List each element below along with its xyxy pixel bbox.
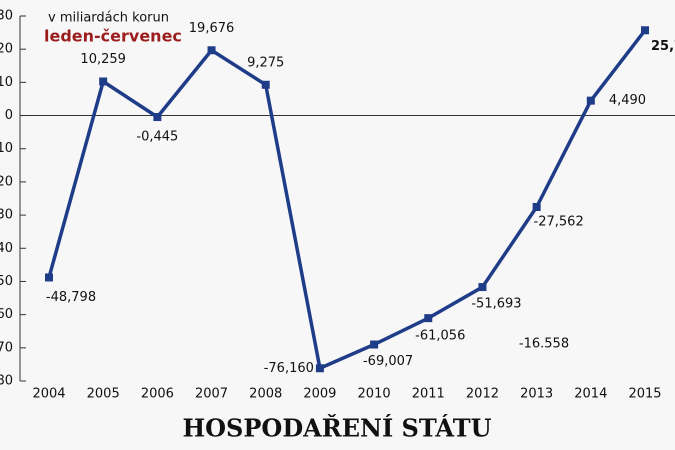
data-label: 10,259	[80, 52, 126, 67]
x-tick-label: 2015	[628, 387, 661, 402]
data-point	[261, 80, 270, 89]
data-point	[315, 364, 324, 373]
x-tick-label: 2009	[303, 387, 336, 402]
chart-title: HOSPODAŘENÍ STÁTU	[182, 414, 491, 443]
data-point	[424, 314, 433, 323]
x-tick-label: 2006	[141, 387, 174, 402]
data-point	[45, 273, 53, 282]
x-tick-label: 2005	[87, 387, 120, 402]
annotation: -16.558	[519, 337, 569, 352]
y-tick-label: 10	[0, 75, 13, 90]
data-label: -61,056	[415, 329, 465, 344]
data-label: 25,7	[651, 39, 675, 54]
y-tick-label: 20	[0, 42, 13, 57]
y-tick-label: -70	[0, 340, 13, 355]
period-label: leden-červenec	[44, 27, 182, 46]
data-label: -76,160	[264, 361, 314, 376]
x-tick-label: 2004	[32, 387, 65, 402]
series-line	[47, 29, 647, 371]
data-point	[153, 113, 162, 122]
x-tick-label: 2011	[412, 387, 445, 402]
y-tick-label: -60	[0, 307, 13, 322]
data-label: 9,275	[247, 55, 284, 70]
data-point	[641, 26, 649, 35]
data-label: 19,676	[189, 21, 235, 36]
y-tick-label: 0	[5, 108, 13, 123]
y-tick-label: 30	[0, 9, 13, 24]
data-point	[370, 340, 379, 349]
data-label: -48,798	[46, 290, 96, 305]
x-tick-label: 2007	[195, 387, 228, 402]
chart-subtitle: v miliardách korun	[48, 11, 169, 26]
x-tick-label: 2010	[358, 387, 391, 402]
y-tick-label: -50	[0, 274, 13, 289]
data-label: -0,445	[136, 130, 178, 145]
data-point	[99, 77, 108, 86]
x-tick-label: 2013	[520, 387, 553, 402]
x-tick-label: 2012	[466, 387, 499, 402]
data-point	[478, 283, 487, 292]
data-label: 4,490	[609, 93, 646, 108]
y-tick-label: -40	[0, 241, 13, 256]
y-tick-label: -10	[0, 141, 13, 156]
data-label: -27,562	[534, 215, 584, 230]
y-tick-label: -30	[0, 208, 13, 223]
data-point	[532, 203, 541, 212]
y-tick-label: -80	[0, 374, 13, 389]
y-tick-label: -20	[0, 174, 13, 189]
x-tick-label: 2008	[249, 387, 282, 402]
data-point	[586, 96, 595, 105]
data-point	[207, 46, 216, 55]
x-tick-label: 2014	[574, 387, 607, 402]
data-label: -69,007	[363, 354, 413, 369]
data-label: -51,693	[471, 297, 521, 312]
